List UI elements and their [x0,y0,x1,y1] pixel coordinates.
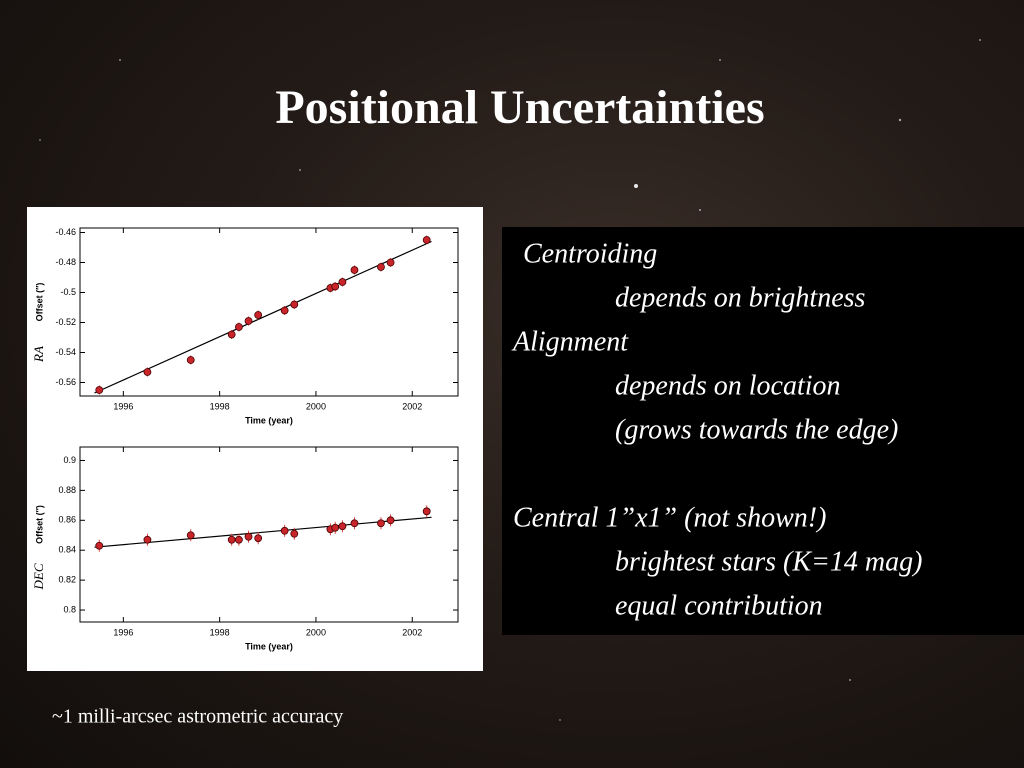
y-axis-label: Offset (″) [34,505,44,544]
data-point [143,368,152,376]
data-point [377,519,385,528]
data-point [95,386,104,394]
x-tick-label: 2002 [402,401,422,411]
y-tick-label: 0.84 [58,545,76,555]
bullet-item: equal contribution [615,590,823,621]
bullet-item: depends on brightness [615,282,866,313]
slide-title: Positional Uncertainties [275,81,764,134]
x-axis-label: Time (year) [245,415,293,425]
x-tick-label: 2002 [402,627,422,637]
y-tick-label: -0.56 [55,377,76,387]
y-tick-label: 0.82 [58,574,76,584]
data-point [235,535,243,544]
x-tick-label: 2000 [306,401,326,411]
data-point [254,311,263,319]
caption: ~1 milli-arcsec astrometric accuracy [52,706,343,728]
data-point [235,323,243,331]
y-tick-label: -0.48 [55,257,76,267]
y-tick-label: 0.86 [58,515,76,525]
plot-frame [79,227,459,397]
data-point [422,507,431,516]
chart: 1996 1998 2000 2002 -0.56 -0.54 -0.52 -0.5 -0.48… [31,227,459,425]
data-point [350,266,359,274]
data-point [227,330,236,339]
y-tick-label: -0.46 [55,227,76,237]
x-axis-label: Time (year) [245,641,293,651]
y-tick-label: -0.52 [55,317,76,327]
bullet-list: Centroiding depends on brightness Alignmen… [511,238,922,621]
bullet-item: brightest stars (K=14 mag) [615,546,922,577]
series-label: RA [31,346,46,363]
data-point [377,263,385,271]
data-point [338,522,347,531]
x-tick-label: 1998 [210,627,230,637]
data-point [338,278,347,286]
data-point [331,282,340,291]
y-axis-label: Offset (″) [34,283,44,322]
data-point [386,258,395,267]
y-tick-label: -0.5 [60,287,76,297]
bullet-heading: Alignment [511,326,629,357]
series-label: DEC [31,563,46,590]
chart: 1996 1998 2000 2002 0.8 0.82 0.84 0.86 0.88 0.9 Ti… [31,446,459,651]
bullet-heading: Central 1”x1” (not shown!) [513,502,826,533]
y-tick-label: 0.8 [63,604,76,614]
data-point [186,531,195,540]
bullet-item: depends on location [615,370,841,401]
x-tick-label: 1998 [210,401,230,411]
chart-panel [27,207,483,671]
data-point [95,541,104,550]
x-tick-label: 1996 [113,401,133,411]
fit-line [94,240,432,394]
text-panel [502,227,1024,635]
data-point [422,236,431,244]
data-point [331,523,340,532]
y-tick-label: 0.9 [63,455,76,465]
x-tick-label: 1996 [113,627,133,637]
data-point [386,516,395,525]
bullet-heading: Centroiding [523,238,657,269]
data-point [290,300,299,309]
data-point [254,534,263,543]
plot-frame [79,446,459,623]
y-tick-label: -0.54 [55,347,76,357]
data-point [244,317,253,325]
data-point [244,532,253,541]
data-point [143,535,152,544]
fit-line [94,516,432,548]
charts: 1996 1998 2000 2002 -0.56 -0.54 -0.52 -0.5 -0.48… [31,227,459,651]
data-point [280,526,289,535]
data-point [350,519,359,528]
data-point [290,529,299,538]
y-tick-label: 0.88 [58,485,76,495]
x-tick-label: 2000 [306,627,326,637]
data-point [227,535,236,544]
stars [39,39,981,721]
data-point [280,306,289,315]
bullet-item: (grows towards the edge) [615,414,898,445]
data-point [186,356,195,364]
